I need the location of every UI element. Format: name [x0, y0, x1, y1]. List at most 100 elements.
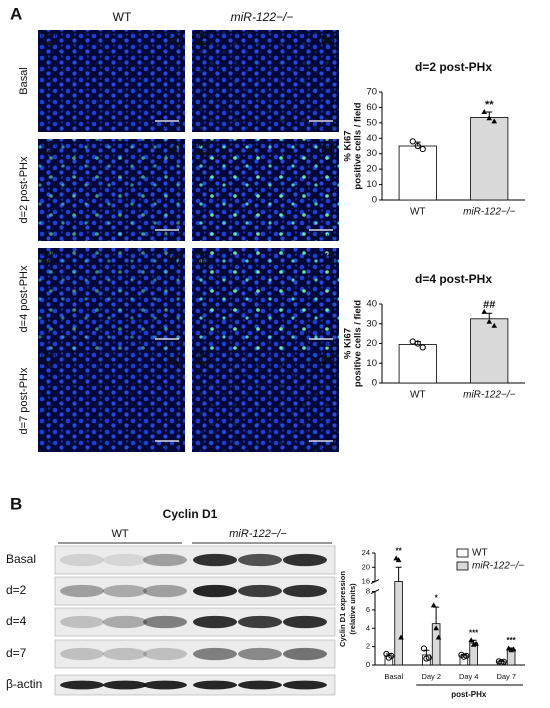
stain-label: DAPI: [41, 251, 57, 258]
annotation: ##: [483, 299, 495, 311]
data-point: [398, 634, 404, 640]
bar: [470, 117, 509, 201]
data-point: [491, 118, 498, 124]
blot-band: [193, 584, 237, 598]
blot-band: [143, 647, 187, 661]
scale-bar-label: 50µm: [162, 231, 181, 240]
y-tick-label: 16: [362, 577, 370, 586]
y-tick-label: 40: [366, 133, 377, 144]
x-tick-label: miR-122−/−: [463, 207, 515, 218]
y-tick-label: 10: [366, 358, 377, 369]
x-tick-label: Day 2: [421, 672, 441, 681]
blot-band: [193, 680, 237, 690]
scale-bar-label: 50µm: [316, 340, 335, 349]
annotation: *: [435, 593, 439, 602]
blot-band: [103, 584, 147, 598]
blot-band: [238, 584, 282, 598]
data-point: [419, 145, 426, 153]
x-tick-label: WT: [410, 390, 426, 401]
panel-label: B: [10, 494, 22, 513]
chart-title: d=2 post-PHx: [415, 60, 492, 74]
bar: [398, 145, 437, 201]
y-tick-label: 8: [366, 587, 370, 596]
stain-label: DAPI: [41, 353, 57, 360]
ki67-overlay: [38, 30, 185, 132]
blot-band: [193, 647, 237, 661]
image-tag: (d): [321, 143, 335, 155]
x-axis-label: post-PHx: [451, 690, 487, 699]
data-point: [435, 634, 442, 640]
data-point: [409, 138, 416, 145]
ki67-overlay: [192, 30, 339, 132]
image-tag: (b): [321, 34, 335, 46]
stain-label: Ki67: [195, 259, 209, 266]
y-tick-label: 40: [366, 299, 377, 310]
legend-swatch: [456, 561, 469, 571]
blot-band: [238, 680, 282, 690]
row-label: d=2 post-PHx: [18, 156, 30, 223]
y-axis-label: % Ki67: [343, 130, 354, 161]
blot-band: [103, 647, 147, 661]
error-bar: [486, 312, 493, 319]
error-bar: [395, 566, 402, 582]
x-tick-label: WT: [410, 207, 426, 218]
y-tick-label: 6: [366, 605, 370, 614]
x-tick-label: Day 7: [496, 672, 516, 681]
y-axis-label: Cyclin D1 expression: [338, 571, 347, 647]
y-tick-label: 30: [366, 318, 377, 329]
annotation: ***: [469, 628, 479, 637]
blot-band: [143, 553, 187, 567]
data-point: [473, 640, 479, 646]
ki67-overlay: [38, 139, 185, 241]
data-point: [500, 658, 507, 665]
ki67-overlay: [192, 350, 339, 452]
blot-band: [60, 553, 104, 567]
scale-bar-label: 50µm: [162, 442, 181, 451]
blot-row-label: Basal: [6, 552, 36, 566]
y-tick-label: 70: [366, 87, 377, 98]
annotation: ***: [506, 636, 516, 645]
data-point: [498, 659, 505, 666]
data-point: [419, 344, 426, 351]
blot-band: [143, 680, 187, 690]
bar: [398, 344, 437, 384]
data-point: [430, 602, 437, 608]
blot-band: [103, 680, 147, 690]
ki67-overlay: [38, 248, 185, 350]
stain-label: Ki67: [41, 361, 55, 368]
data-point: [409, 338, 416, 345]
stain-label: Ki67: [195, 150, 209, 157]
y-tick-label: 50: [366, 117, 377, 128]
scale-bar-label: 50µm: [162, 122, 181, 131]
x-tick-label: Basal: [384, 672, 403, 681]
y-tick-label: 10: [366, 179, 377, 190]
x-tick-label: miR-122−/−: [463, 390, 515, 401]
y-tick-label: 30: [366, 148, 377, 159]
row-label: d=7 post-PHx: [18, 367, 30, 434]
blot-title: Cyclin D1: [163, 507, 218, 521]
scale-bar-label: 50µm: [316, 231, 335, 240]
column-label: miR-122−/−: [231, 10, 294, 24]
blot-band: [60, 615, 104, 629]
blot-row-label: d=2: [6, 583, 27, 597]
stain-label: Ki67: [41, 150, 55, 157]
error-bar: [433, 606, 440, 624]
blot-band: [60, 584, 104, 598]
y-axis-label: % Ki67: [343, 328, 354, 359]
column-label: WT: [113, 10, 132, 24]
blot-row-label: β-actin: [6, 677, 42, 691]
blot-band: [143, 615, 187, 629]
blot-band: [103, 615, 147, 629]
y-tick-label: 0: [372, 195, 377, 206]
data-point: [486, 318, 493, 324]
data-point: [388, 652, 395, 659]
stain-label: Ki67: [41, 41, 55, 48]
data-point: [510, 646, 517, 652]
scale-bar-label: 50µm: [162, 340, 181, 349]
y-tick-label: 20: [366, 338, 377, 349]
row-label: Basal: [18, 67, 30, 95]
stain-label: DAPI: [195, 142, 211, 149]
y-tick-label: 60: [366, 102, 377, 113]
blot-band: [283, 584, 327, 598]
y-axis-label: positive cells / field: [353, 300, 364, 387]
